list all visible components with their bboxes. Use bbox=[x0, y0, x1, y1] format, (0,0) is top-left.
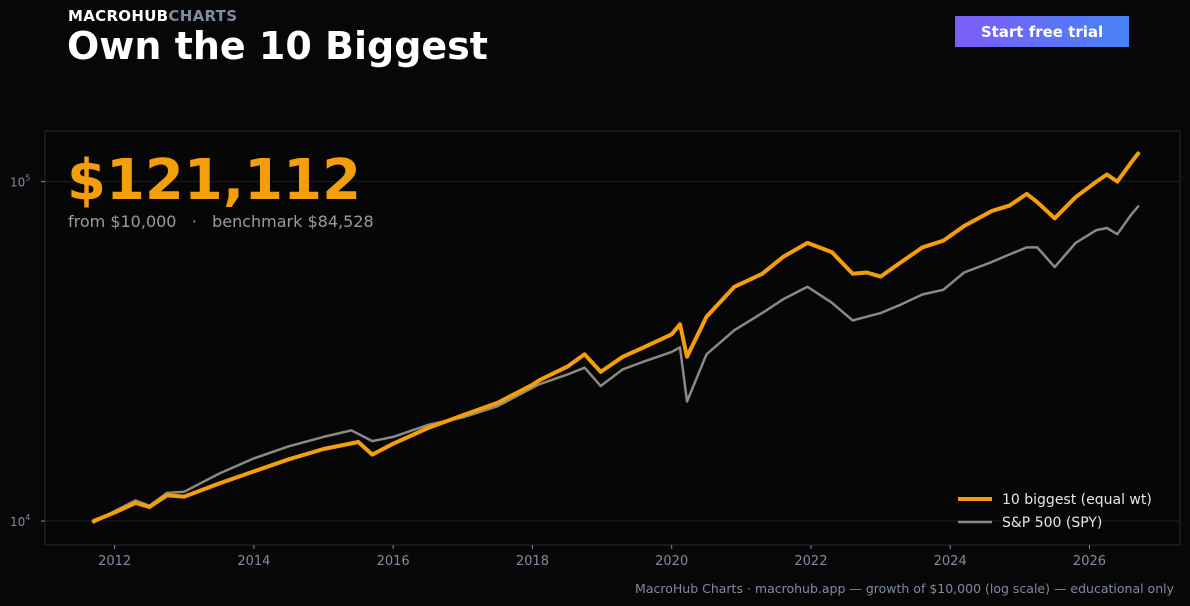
legend: 10 biggest (equal wt) S&P 500 (SPY) bbox=[958, 492, 1152, 531]
brand-primary: MACROHUB bbox=[68, 7, 169, 25]
series-line-spy bbox=[92, 205, 1140, 524]
headline-subtitle: from $10,000 · benchmark $84,528 bbox=[68, 212, 374, 231]
series-lines bbox=[91, 151, 1141, 524]
x-tick-label: 2018 bbox=[516, 554, 549, 569]
x-tick-label: 2016 bbox=[377, 554, 410, 569]
series-line-10-biggest bbox=[91, 151, 1141, 523]
x-tick-label: 2014 bbox=[237, 554, 270, 569]
x-tick-label: 2022 bbox=[794, 554, 827, 569]
brand-secondary: CHARTS bbox=[168, 7, 238, 25]
page-title: Own the 10 Biggest bbox=[67, 24, 488, 68]
x-tick-label: 2026 bbox=[1073, 554, 1106, 569]
start-free-trial-button[interactable]: Start free trial bbox=[955, 16, 1129, 47]
footer-credit: MacroHub Charts · macrohub.app — growth … bbox=[635, 581, 1174, 596]
headline-value: $121,112 bbox=[67, 148, 361, 213]
plot-frame bbox=[44, 130, 1181, 546]
legend-label: S&P 500 (SPY) bbox=[1002, 515, 1102, 531]
brand-logo: MACROHUBCHARTS bbox=[68, 7, 237, 25]
x-tick-label: 2012 bbox=[98, 554, 131, 569]
y-tick-label: 104 bbox=[10, 513, 30, 529]
x-tick-label: 2024 bbox=[934, 554, 967, 569]
x-tick-label: 2020 bbox=[655, 554, 688, 569]
x-axis: 2012 2014 2016 2018 2020 2022 2024 2026 bbox=[98, 545, 1106, 569]
y-tick-label: 105 bbox=[10, 174, 30, 190]
y-axis: 104 105 bbox=[10, 174, 45, 529]
legend-label: 10 biggest (equal wt) bbox=[1002, 492, 1152, 508]
